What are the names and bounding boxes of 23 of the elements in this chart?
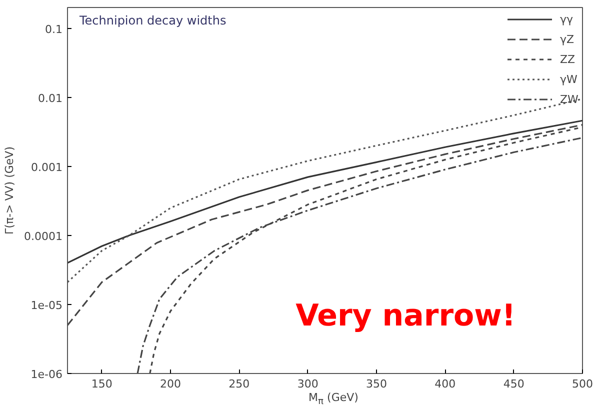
y-tick-label: 0.0001: [24, 230, 63, 243]
x-tick-label: 450: [503, 378, 524, 390]
y-tick-label: 0.01: [38, 92, 63, 105]
x-tick-label: 350: [366, 378, 387, 390]
y-tick-label: 1e-05: [30, 298, 62, 312]
x-tick-label: 150: [91, 378, 112, 390]
x-tick-label: 200: [160, 378, 181, 390]
x-axis-title: M$_{π}$ (GeV): [308, 390, 358, 408]
legend-label: ZZ: [560, 52, 576, 66]
text: Technipion decay widths: [78, 14, 226, 28]
y-tick-label: 1e-06: [30, 368, 62, 381]
legend-label: γZ: [560, 32, 576, 46]
x-tick-label: 300: [297, 378, 318, 390]
legend-label: γW: [560, 72, 578, 86]
y-tick-label: 0.1: [45, 22, 63, 36]
y-tick-label: 0.001: [31, 160, 63, 174]
y-axis-title: Γ(π-> VV) (GeV): [3, 146, 16, 234]
legend-label: ZW: [560, 92, 580, 106]
x-tick-label: 500: [572, 378, 593, 390]
x-tick-label: 400: [434, 378, 456, 390]
x-tick-label: 250: [228, 378, 250, 390]
annotation: Very narrow!: [296, 298, 516, 334]
legend-label: γγ: [560, 12, 574, 26]
